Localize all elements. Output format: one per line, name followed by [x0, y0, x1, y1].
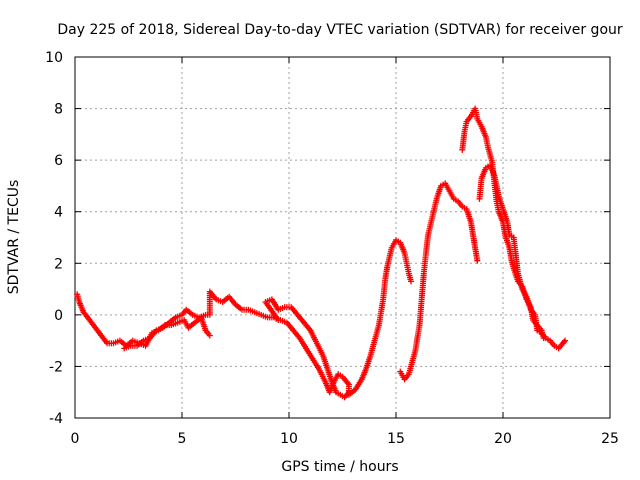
plot-border [74, 56, 611, 419]
y-tick-label: 2 [54, 256, 63, 272]
y-tick-label: 8 [54, 102, 63, 118]
data-points [74, 105, 569, 401]
x-tick-label: 25 [601, 431, 619, 447]
data-point [344, 380, 351, 387]
x-axis-label: GPS time / hours [281, 459, 398, 475]
x-tick-label: 15 [387, 431, 405, 447]
y-tick-label: -4 [49, 411, 63, 427]
x-tick-label: 5 [178, 431, 187, 447]
x-tick-label: 10 [280, 431, 298, 447]
ticks: 0 5 10 15 20 25 -4 -2 0 2 4 6 8 10 [45, 50, 619, 447]
y-tick-label: 4 [54, 205, 63, 221]
chart-title: Day 225 of 2018, Sidereal Day-to-day VTE… [57, 22, 623, 38]
data-point [474, 257, 481, 264]
y-tick-label: 10 [45, 50, 63, 66]
data-point [407, 278, 414, 285]
y-tick-label: 6 [54, 153, 63, 169]
x-tick-label: 0 [71, 431, 80, 447]
y-axis-label: SDTVAR / TECUs [6, 180, 22, 295]
x-tick-label: 20 [494, 431, 512, 447]
data-point [206, 332, 213, 339]
y-tick-label: 0 [54, 308, 63, 324]
y-tick-label: -2 [49, 359, 63, 375]
data-point [562, 337, 569, 344]
plot-frame [74, 56, 611, 419]
data-point [560, 338, 567, 345]
